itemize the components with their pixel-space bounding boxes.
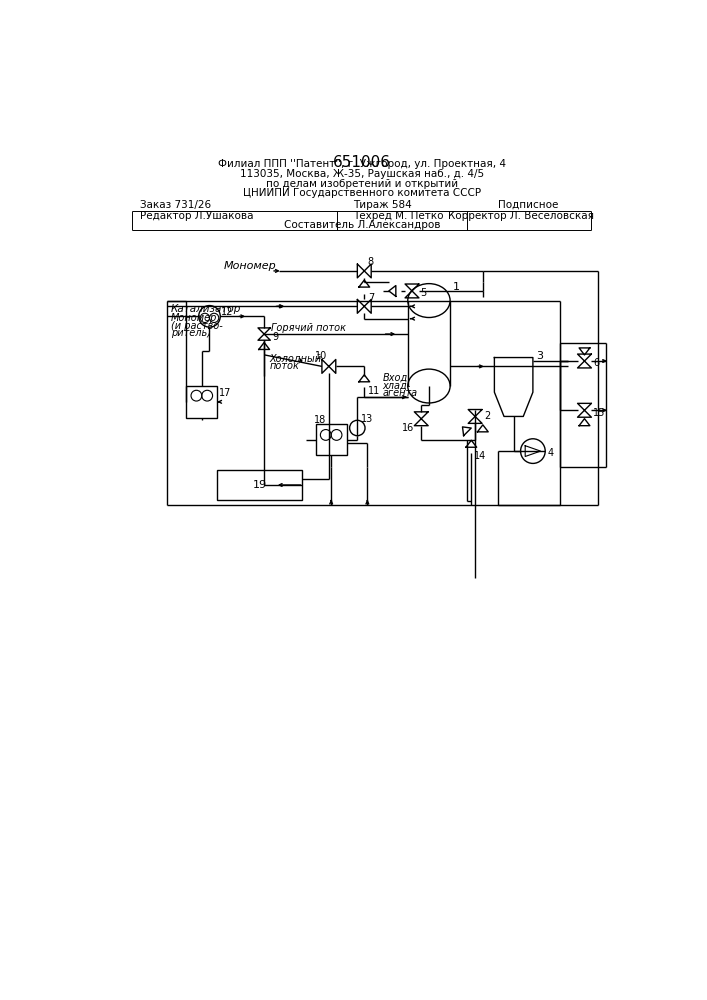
Text: (и раство-: (и раство- (171, 321, 223, 331)
Text: Мономер: Мономер (171, 313, 217, 323)
Text: Редактор Л.Ушакова: Редактор Л.Ушакова (140, 211, 254, 221)
Text: 3: 3 (536, 351, 543, 361)
Text: Техред М. Петко: Техред М. Петко (353, 211, 443, 221)
Bar (217, 470, 302, 500)
Text: 18: 18 (314, 415, 327, 425)
Text: по делам изобретений и открытий: по делам изобретений и открытий (266, 179, 458, 189)
Text: 2: 2 (484, 411, 491, 421)
Bar (187, 386, 217, 418)
Text: 19: 19 (252, 480, 267, 490)
Text: 10: 10 (315, 351, 327, 361)
Text: ЦНИИПИ Государственного комитета СССР: ЦНИИПИ Государственного комитета СССР (243, 188, 481, 198)
Text: Катализатор: Катализатор (171, 304, 241, 314)
Text: 1: 1 (453, 282, 460, 292)
Text: 15: 15 (593, 408, 605, 418)
Text: агента: агента (382, 388, 418, 398)
Text: 12: 12 (221, 307, 233, 317)
Text: Горячий поток: Горячий поток (271, 323, 346, 333)
Text: Подписное: Подписное (498, 200, 559, 210)
Text: хлад-: хлад- (382, 381, 411, 391)
Text: Корректор Л. Веселовская: Корректор Л. Веселовская (448, 211, 595, 221)
Text: 113035, Москва, Ж-35, Раушская наб., д. 4/5: 113035, Москва, Ж-35, Раушская наб., д. … (240, 169, 484, 179)
Text: ритель): ритель) (171, 328, 211, 338)
Text: 11: 11 (368, 386, 380, 396)
Text: 17: 17 (218, 388, 231, 398)
Text: 5: 5 (421, 288, 427, 298)
Text: Составитель Л.Александров: Составитель Л.Александров (284, 220, 440, 230)
Text: 7: 7 (368, 293, 375, 303)
Text: Заказ 731/26: Заказ 731/26 (140, 200, 211, 210)
Text: 16: 16 (402, 423, 414, 433)
Text: Филиал ППП ''Патент'', г. Ужгород, ул. Проектная, 4: Филиал ППП ''Патент'', г. Ужгород, ул. П… (218, 159, 506, 169)
Text: 6: 6 (593, 358, 599, 368)
Text: 4: 4 (547, 448, 554, 458)
Bar (316, 424, 346, 455)
Text: 13: 13 (361, 414, 373, 424)
Text: Мономер: Мономер (224, 261, 277, 271)
Text: 8: 8 (368, 257, 373, 267)
Text: 14: 14 (474, 451, 486, 461)
Text: 9: 9 (273, 332, 279, 342)
Text: Вход: Вход (382, 373, 408, 383)
Text: 651006: 651006 (333, 155, 391, 170)
Text: Холодный: Холодный (269, 354, 322, 364)
Text: поток: поток (269, 361, 300, 371)
Text: Тираж 584: Тираж 584 (354, 200, 412, 210)
